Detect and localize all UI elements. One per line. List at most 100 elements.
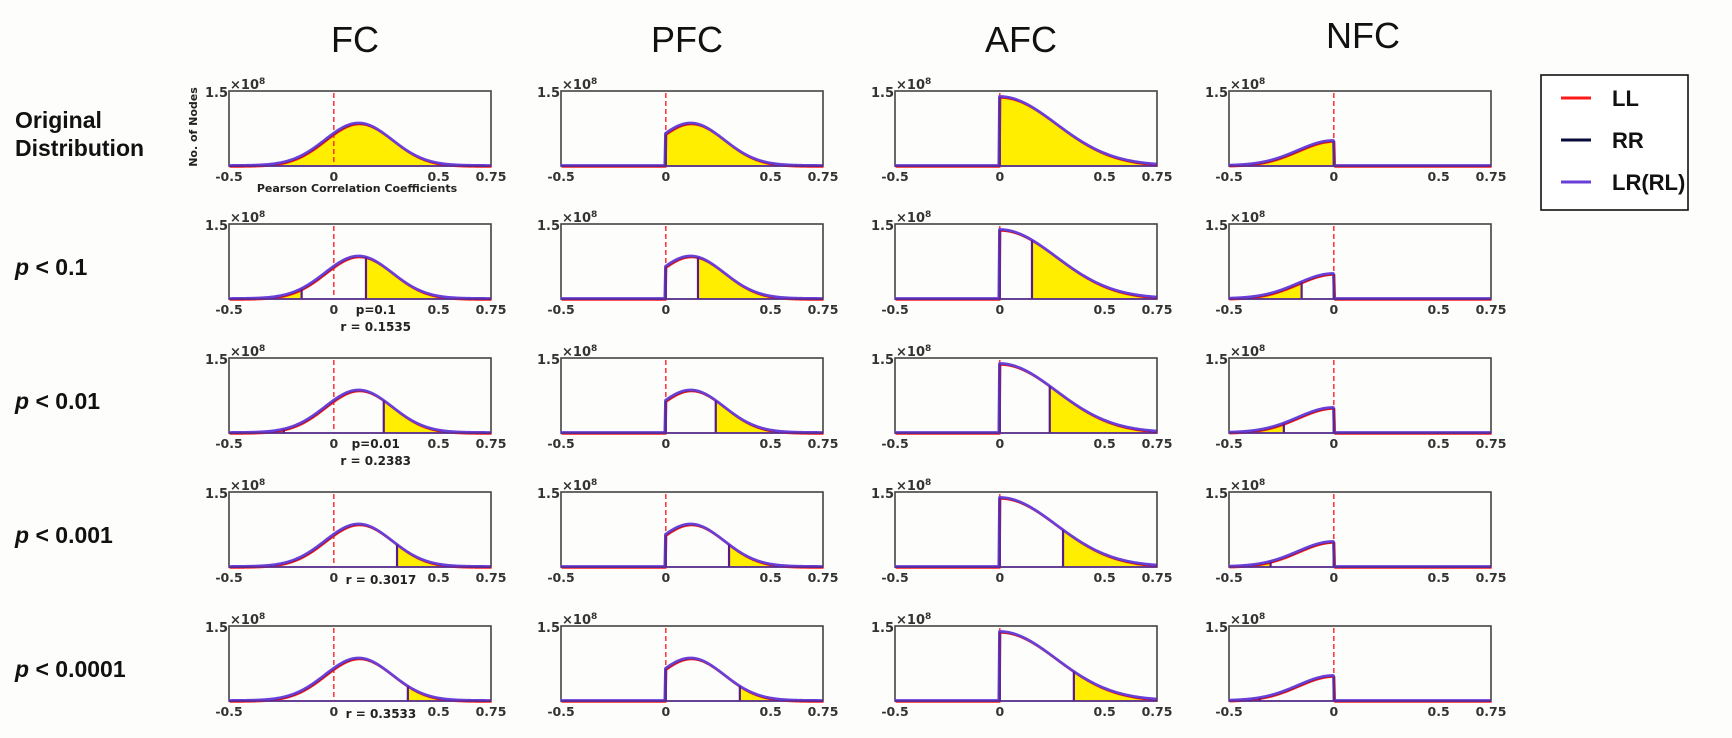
series-line-ll — [561, 256, 824, 301]
series-line-lrrl — [227, 388, 492, 434]
x-tick-label: -0.5 — [547, 436, 574, 451]
x-tick-label: 0.75 — [476, 302, 507, 317]
x-tick-label: 0.75 — [1142, 302, 1173, 317]
legend: LL RR LR(RL) — [1540, 74, 1689, 211]
y-tick-label: 1.5 — [537, 219, 560, 234]
panel-afc-row1: -0.5 0 0.5 0.75 1.5×108 — [871, 210, 1172, 317]
x-tick-label: -0.5 — [881, 436, 908, 451]
y-multiplier: ×108 — [1230, 77, 1265, 93]
y-multiplier: ×108 — [1230, 612, 1265, 628]
axes-frame — [560, 357, 824, 434]
series-line-lrrl — [559, 522, 824, 568]
x-tick-label: 0 — [329, 570, 338, 585]
x-tick-label: 0 — [995, 302, 1004, 317]
x-tick-label: 0 — [995, 704, 1004, 719]
y-multiplier-exponent: 8 — [259, 344, 265, 354]
x-tick-label: 0 — [995, 436, 1004, 451]
fill-area — [229, 123, 491, 166]
series-line-ll — [1229, 675, 1492, 703]
series-line-lrrl — [1227, 139, 1492, 167]
series-line-ll — [229, 658, 492, 703]
fill-area-positive — [1073, 671, 1157, 701]
y-multiplier-exponent: 8 — [591, 478, 597, 488]
series-line-lrrl — [227, 656, 492, 702]
series-line-lrrl — [227, 121, 492, 167]
series-line-lrrl — [893, 228, 1158, 300]
x-tick-label: 0.5 — [760, 169, 782, 184]
series-line-rr — [1228, 675, 1492, 702]
y-multiplier: ×108 — [230, 612, 265, 628]
column-title-fc: FC — [331, 19, 379, 60]
column-titles: FC PFC AFC NFC — [331, 15, 1400, 60]
x-tick-label: 0.75 — [808, 436, 839, 451]
x-tick-label: 0 — [1329, 302, 1338, 317]
x-tick-label: 0 — [329, 302, 338, 317]
row-label-text: < 0.001 — [29, 522, 113, 548]
x-tick-label: -0.5 — [1215, 704, 1242, 719]
y-tick-label: 1.5 — [1205, 353, 1228, 368]
x-tick-label: 0.75 — [1142, 436, 1173, 451]
series-line-rr — [560, 523, 824, 568]
panel-afc-row3: -0.5 0 0.5 0.75 1.5×108 — [871, 478, 1172, 585]
x-tick-label: 0 — [995, 169, 1004, 184]
y-tick-label: 1.5 — [537, 86, 560, 101]
y-multiplier-exponent: 8 — [259, 478, 265, 488]
y-multiplier: ×108 — [562, 210, 597, 226]
series-line-rr — [560, 389, 824, 434]
y-tick-label: 1.5 — [1205, 219, 1228, 234]
series-line-rr — [1228, 407, 1492, 434]
x-tick-label: 0 — [661, 704, 670, 719]
y-tick-label: 1.5 — [871, 353, 894, 368]
x-tick-label: 0.5 — [1094, 169, 1116, 184]
y-multiplier-exponent: 8 — [925, 478, 931, 488]
x-tick-label: 0 — [995, 570, 1004, 585]
axes-frame — [560, 223, 824, 300]
x-tick-label: -0.5 — [547, 302, 574, 317]
panel-nfc-row4: -0.5 0 0.5 0.75 1.5×108 — [1205, 612, 1506, 719]
y-tick-label: 1.5 — [537, 353, 560, 368]
y-multiplier: ×108 — [896, 344, 931, 360]
series-line-lrrl — [1227, 272, 1492, 300]
row-label-p1: p < 0.1 — [14, 254, 87, 280]
x-tick-label: -0.5 — [1215, 436, 1242, 451]
series-line-lrrl — [559, 254, 824, 300]
axes-frame — [1228, 223, 1492, 300]
x-tick-label: 0.5 — [1094, 302, 1116, 317]
x-tick-label: 0.5 — [428, 436, 450, 451]
x-tick-label: 0.75 — [476, 704, 507, 719]
series-line-rr — [1228, 541, 1492, 568]
fill-area-negative — [1229, 282, 1302, 299]
x-tick-label: -0.5 — [215, 704, 242, 719]
panel-afc-row4: -0.5 0 0.5 0.75 1.5×108 — [871, 612, 1172, 719]
x-tick-label: 0 — [1329, 570, 1338, 585]
x-tick-label: 0.5 — [428, 302, 450, 317]
series-line-ll — [1229, 541, 1492, 569]
x-tick-label: -0.5 — [215, 169, 242, 184]
y-tick-label: 1.5 — [1205, 487, 1228, 502]
series-line-rr — [228, 657, 492, 702]
series-line-lrrl — [893, 630, 1158, 702]
x-tick-label: 0.75 — [1476, 169, 1507, 184]
series-line-lrrl — [893, 496, 1158, 568]
series-line-rr — [1228, 273, 1492, 300]
y-multiplier: ×108 — [896, 77, 931, 93]
panel-nfc-row0: -0.5 0 0.5 0.75 1.5×108 — [1205, 77, 1506, 184]
y-multiplier-exponent: 8 — [1259, 77, 1265, 87]
y-tick-label: 1.5 — [871, 219, 894, 234]
x-tick-label: 0.5 — [428, 570, 450, 585]
x-tick-label: -0.5 — [881, 302, 908, 317]
axes-frame — [1228, 357, 1492, 434]
x-tick-label: 0.5 — [428, 169, 450, 184]
row-label-italic: p — [14, 522, 29, 548]
x-tick-label: 0.5 — [760, 570, 782, 585]
y-axis-label: No. of Nodes — [187, 87, 200, 167]
series-line-rr — [228, 523, 492, 568]
series-line-lrrl — [227, 254, 492, 300]
y-multiplier-exponent: 8 — [591, 77, 597, 87]
x-tick-label: 0.75 — [808, 302, 839, 317]
panel-nfc-row3: -0.5 0 0.5 0.75 1.5×108 — [1205, 478, 1506, 585]
series-line-ll — [561, 658, 824, 703]
row-label-p2: p < 0.01 — [14, 388, 100, 414]
y-tick-label: 1.5 — [205, 621, 228, 636]
x-tick-label: 0 — [1329, 704, 1338, 719]
